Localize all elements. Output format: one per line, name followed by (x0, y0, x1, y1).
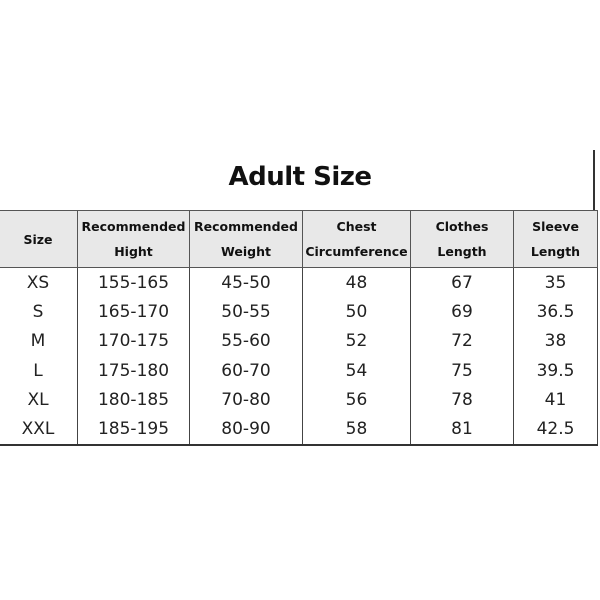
column-header: Size (0, 210, 78, 268)
table-cell: 180-185 (77, 385, 190, 415)
table-cell: 42.5 (513, 414, 598, 446)
table-cell: 75 (410, 355, 514, 386)
table-row: S 165-170 50-55 50 69 36.5 (0, 297, 598, 327)
table-cell: M (0, 326, 78, 356)
table-cell: 70-80 (189, 385, 303, 415)
table-cell: 175-180 (77, 355, 190, 386)
table-cell: 45-50 (189, 267, 303, 298)
table-cell: 54 (302, 355, 411, 386)
column-header-line: Sleeve (532, 219, 579, 234)
column-header: Recommended Weight (189, 210, 303, 268)
column-header-line: Weight (221, 244, 271, 259)
table-row: M 170-175 55-60 52 72 38 (0, 326, 598, 356)
table-row: XS 155-165 45-50 48 67 35 (0, 267, 598, 298)
column-header-line: Length (437, 244, 487, 259)
title-box (0, 150, 595, 210)
column-header-line: Recommended (194, 219, 298, 234)
table-cell: 52 (302, 326, 411, 356)
column-header-line: Size (23, 231, 53, 247)
column-header-line: Clothes (435, 219, 489, 234)
table-cell: 69 (410, 297, 514, 327)
table-cell: XXL (0, 414, 78, 446)
column-header: Clothes Length (410, 210, 514, 268)
table-cell: 185-195 (77, 414, 190, 446)
column-header-line: Hight (114, 244, 153, 259)
table-cell: 38 (513, 326, 598, 356)
table-cell: 35 (513, 267, 598, 298)
header-row: Size Recommended Hight Recommended Weight Che… (0, 210, 598, 268)
column-header: Recommended Hight (77, 210, 190, 268)
table-cell: XL (0, 385, 78, 415)
table-cell: 72 (410, 326, 514, 356)
table-cell: 56 (302, 385, 411, 415)
size-table: Size Recommended Hight Recommended Weight Che… (0, 210, 598, 446)
table-cell: 41 (513, 385, 598, 415)
table-cell: 58 (302, 414, 411, 446)
table-cell: 80-90 (189, 414, 303, 446)
column-header: Sleeve Length (513, 210, 598, 268)
table-cell: 36.5 (513, 297, 598, 327)
table-cell: 55-60 (189, 326, 303, 356)
column-header-line: Length (530, 244, 581, 259)
table-cell: 48 (302, 267, 411, 298)
column-header-line: Recommended (81, 219, 186, 234)
table-cell: 67 (410, 267, 514, 298)
table-cell: 170-175 (77, 326, 190, 356)
table-cell: 39.5 (513, 355, 598, 386)
table-cell: L (0, 355, 78, 386)
table-cell: 78 (410, 385, 514, 415)
table-cell: S (0, 297, 78, 327)
table-row: L 175-180 60-70 54 75 39.5 (0, 355, 598, 386)
column-header: Chest Circumference (302, 210, 411, 268)
table-cell: 60-70 (189, 355, 303, 386)
column-header-line: Chest (336, 219, 377, 234)
table-cell: 50-55 (189, 297, 303, 327)
table-row: XL 180-185 70-80 56 78 41 (0, 385, 598, 415)
table-cell: XS (0, 267, 78, 298)
table-cell: 155-165 (77, 267, 190, 298)
page-title: Adult Size (228, 162, 372, 192)
column-header-line: Circumference (305, 244, 408, 259)
table-cell: 50 (302, 297, 411, 327)
table-row: XXL 185-195 80-90 58 81 42.5 (0, 414, 598, 446)
table-cell: 81 (410, 414, 514, 446)
table-cell: 165-170 (77, 297, 190, 327)
